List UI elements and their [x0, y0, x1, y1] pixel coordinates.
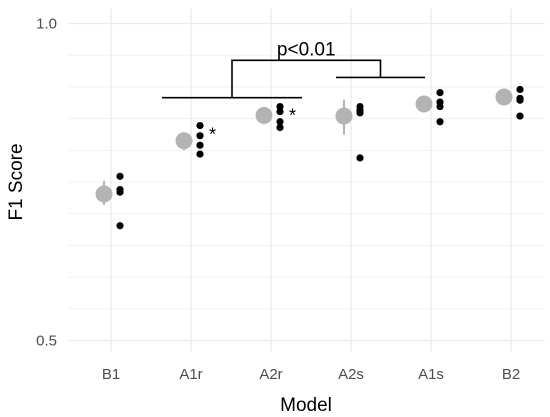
data-point [116, 222, 124, 230]
mean-marker [255, 106, 273, 124]
x-tick-label: A1r [179, 366, 202, 383]
chart-marks [95, 85, 524, 230]
data-point [356, 154, 364, 162]
y-axis-title: F1 Score [6, 143, 27, 220]
y-tick-label: 1.0 [36, 16, 57, 33]
data-point [196, 121, 204, 130]
data-point [516, 112, 524, 120]
data-point [196, 141, 204, 149]
axes: 0.5 1.0 B1 A1r A2r A2s A1s B2 [36, 16, 520, 384]
data-point [436, 118, 444, 126]
data-point [276, 108, 284, 116]
data-point [276, 118, 284, 126]
x-axis-title: Model [280, 395, 332, 416]
data-point [276, 123, 284, 132]
mean-marker [335, 107, 353, 125]
significance-star: * [289, 106, 296, 126]
bracket-connector [231, 59, 382, 98]
mean-marker [95, 185, 113, 203]
x-tick-label: B2 [502, 366, 520, 383]
x-tick-label: A2s [338, 366, 364, 383]
x-tick-label: B1 [102, 366, 120, 383]
mean-marker [175, 132, 193, 150]
data-point [436, 102, 444, 111]
data-point [116, 172, 124, 180]
data-point [516, 96, 524, 104]
grid [68, 8, 545, 352]
data-point [436, 89, 444, 97]
significance-star: * [209, 125, 216, 145]
significance-annotations: * * p<0.01 [162, 39, 425, 145]
mean-marker [495, 88, 513, 106]
x-tick-label: A1s [418, 366, 444, 383]
data-point [116, 188, 124, 196]
data-point [196, 132, 204, 140]
significance-label: p<0.01 [277, 39, 336, 60]
data-point [356, 109, 364, 117]
y-tick-label: 0.5 [36, 333, 57, 350]
mean-marker [415, 95, 433, 113]
data-point [196, 150, 204, 158]
x-tick-label: A2r [259, 366, 282, 383]
data-point [516, 85, 524, 94]
data-point [276, 102, 284, 111]
